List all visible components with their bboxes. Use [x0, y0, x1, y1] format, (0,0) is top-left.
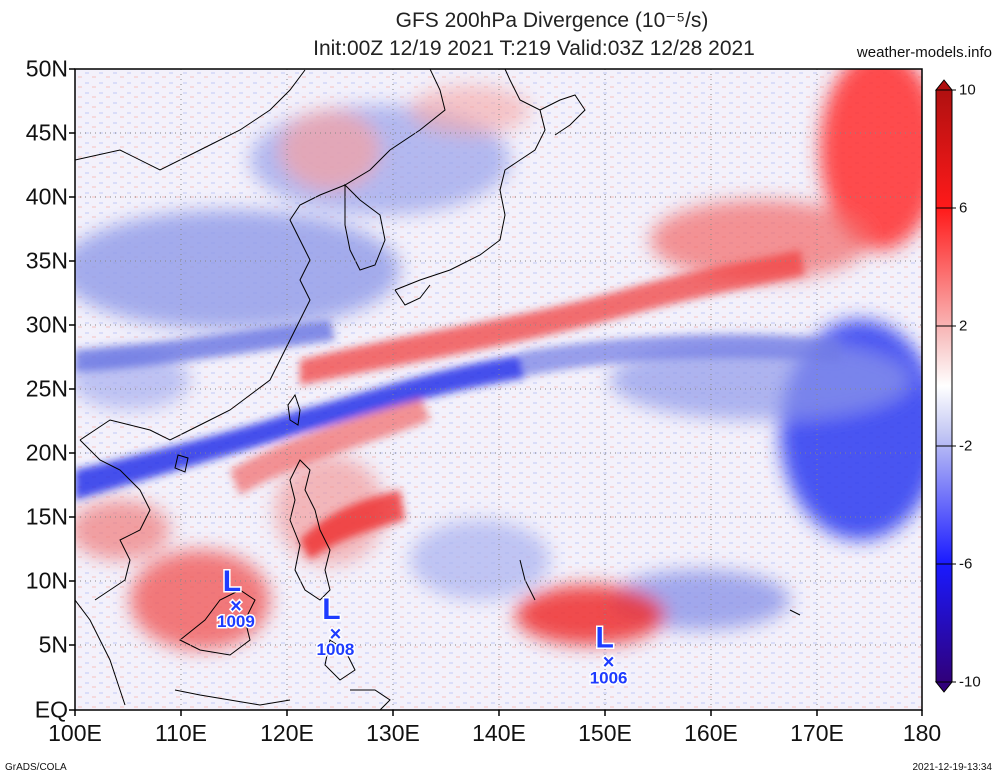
lon-tick-label: 130E	[366, 720, 420, 746]
low-letter: L	[322, 593, 340, 626]
lat-tick-label: 45N	[25, 119, 68, 146]
lon-tick-label: 120E	[260, 720, 314, 746]
footer-software: GrADS/COLA	[5, 762, 67, 773]
low-pressure-value: 1006	[590, 668, 628, 687]
axis-ticks	[69, 68, 923, 716]
lon-tick-label: 150E	[578, 720, 632, 746]
lat-tick-label: 30N	[25, 311, 68, 338]
lon-tick-label: 180	[902, 720, 942, 746]
lat-tick-label: 20N	[25, 439, 68, 466]
colorbar-label: 6	[959, 199, 968, 217]
low-letter: L	[223, 565, 241, 598]
colorbar-label: -6	[959, 555, 973, 573]
site-label: weather-models.info	[856, 44, 992, 61]
lat-tick-label: 50N	[25, 55, 68, 82]
low-pressure-value: 1008	[317, 640, 355, 659]
chart-title: GFS 200hPa Divergence (10⁻⁵/s)	[395, 9, 709, 32]
footer-timestamp: 2021-12-19-13:34	[912, 762, 992, 773]
coastlines	[75, 69, 801, 710]
low-pressure-center: L×1006	[588, 620, 629, 689]
lat-tick-label: 10N	[25, 567, 68, 594]
lon-tick-label: 100E	[48, 720, 102, 746]
low-pressure-center: L×1008	[315, 592, 356, 661]
lat-tick-label: EQ	[34, 696, 68, 723]
low-pressure-markers: L×1009 L×1008 L×1006	[216, 564, 630, 689]
colorbar-label: 2	[959, 317, 968, 335]
low-center-x-icon: ×	[230, 595, 242, 617]
colorbar-label: -10	[959, 673, 981, 691]
low-letter: L	[595, 621, 613, 654]
lon-tick-label: 110E	[154, 720, 208, 746]
low-pressure-value: 1009	[217, 612, 255, 631]
lat-tick-label: 5N	[38, 631, 68, 658]
lat-tick-label: 15N	[25, 503, 68, 530]
lon-tick-label: 170E	[790, 720, 844, 746]
colorbar-label: -2	[959, 437, 973, 455]
low-center-x-icon: ×	[603, 652, 615, 674]
lon-tick-label: 140E	[472, 720, 526, 746]
lat-tick-label: 25N	[25, 375, 68, 402]
lat-tick-label: 35N	[25, 247, 68, 274]
low-center-x-icon: ×	[330, 624, 342, 646]
gridlines	[75, 69, 922, 710]
lat-tick-label: 40N	[25, 183, 68, 210]
colorbar-label: 10	[959, 81, 976, 99]
divergence-field	[75, 69, 922, 710]
colorbar	[934, 79, 956, 693]
chart-subtitle: Init:00Z 12/19 2021 T:219 Valid:03Z 12/2…	[313, 37, 755, 60]
lon-tick-label: 160E	[684, 720, 738, 746]
low-pressure-center: L×1009	[216, 564, 257, 633]
